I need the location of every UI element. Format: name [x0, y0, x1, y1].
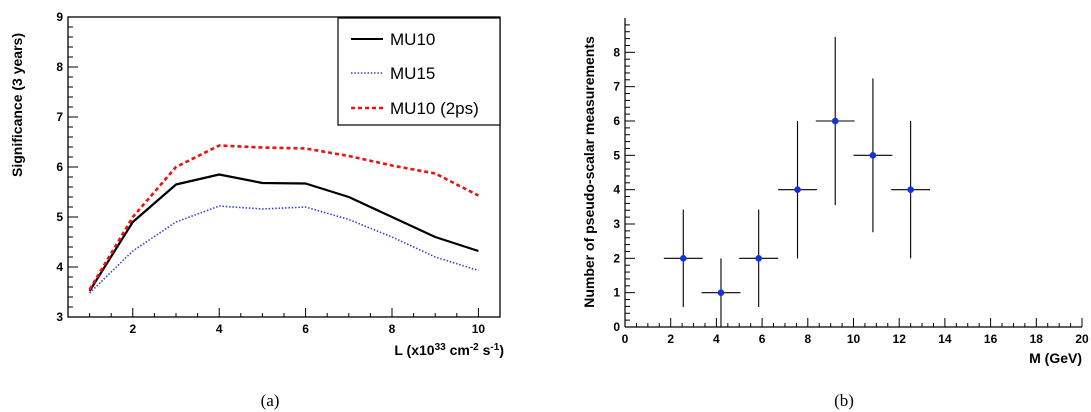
- chart-a-x-axis-title: L (x1033 cm-2 s-1): [394, 342, 504, 359]
- chart-b-x-tick-label: 10: [847, 332, 861, 346]
- data-point: [663, 209, 703, 308]
- chart-b-points-group: [663, 36, 931, 327]
- data-point: [853, 78, 893, 233]
- chart-a-x-tick-label: 6: [302, 322, 309, 336]
- chart-b-y-tick-label: 7: [613, 80, 620, 94]
- chart-b-x-tick-label: 14: [938, 332, 952, 346]
- point-marker: [794, 186, 801, 193]
- chart-a-x-tick-label: 8: [389, 322, 396, 336]
- data-point: [739, 209, 779, 308]
- chart-a-x-tick-label: 4: [216, 322, 223, 336]
- chart-b-y-tick-label: 4: [613, 183, 620, 197]
- point-marker: [869, 152, 877, 159]
- chart-a-y-tick-label: 9: [56, 10, 63, 24]
- legend-label-mu15: MU15: [390, 64, 435, 83]
- point-marker: [907, 186, 914, 193]
- legend-label-mu10-2ps: MU10 (2ps): [390, 99, 479, 118]
- point-marker: [679, 255, 687, 262]
- chart-b-x-tick-label: 16: [984, 332, 998, 346]
- legend-label-mu10: MU10: [390, 30, 435, 49]
- chart-a-y-axis-title: Significance (3 years): [9, 33, 25, 177]
- chart-b-caption: (b): [834, 391, 854, 410]
- chart-a-legend: MU10 MU15 MU10 (2ps): [337, 17, 501, 126]
- data-point: [815, 36, 855, 206]
- chart-b-y-tick-label: 5: [613, 148, 620, 162]
- chart-b-x-axis-title: M (GeV): [1029, 350, 1082, 366]
- chart-b-x-tick-label: 0: [622, 332, 629, 346]
- chart-b-y-tick-label: 3: [613, 217, 620, 231]
- series-line-mu15: [89, 205, 479, 294]
- chart-b-x-tick-label: 18: [1030, 332, 1044, 346]
- chart-a-x-tick-label: 10: [472, 322, 486, 336]
- chart-b-y-axis-title: Number of pseudo-scalar measurements: [581, 36, 597, 308]
- chart-a-series-group: [88, 144, 479, 294]
- point-marker: [831, 117, 839, 125]
- chart-b-y-tick-label: 0: [613, 320, 620, 334]
- chart-a-y-tick-label: 5: [56, 210, 63, 224]
- chart-b-x-tick-label: 8: [804, 332, 811, 346]
- point-marker: [717, 289, 725, 296]
- series-line-mu10-2ps: [88, 144, 479, 291]
- chart-b-y-tick-label: 1: [613, 286, 620, 300]
- chart-b-x-tick-label: 4: [713, 332, 720, 346]
- chart-b-x-tick-label: 12: [893, 332, 907, 346]
- chart-b-x-tick-label: 6: [759, 332, 766, 346]
- data-point: [701, 258, 741, 327]
- chart-a-y-tick-label: 4: [56, 260, 63, 274]
- data-point: [891, 121, 931, 259]
- chart-a-x-tick-label: 2: [129, 322, 136, 336]
- chart-a-y-tick-label: 7: [56, 110, 63, 124]
- point-marker: [755, 255, 762, 262]
- chart-b-x-tick-label: 20: [1075, 332, 1089, 346]
- chart-b-y-tick-label: 8: [613, 45, 620, 59]
- chart-a: 2 4 6 8 10 3 4 5 6 7 8 9 Significance (3 years) L (…: [9, 10, 504, 410]
- chart-a-y-tick-label: 8: [56, 60, 63, 74]
- chart-a-ticks: 2 4 6 8 10 3 4 5 6 7 8 9: [56, 10, 485, 336]
- chart-b-y-tick-label: 6: [613, 114, 620, 128]
- data-point: [778, 121, 817, 259]
- chart-a-y-tick-label: 3: [56, 310, 63, 324]
- chart-b-y-tick-label: 2: [613, 251, 620, 265]
- series-line-mu10: [88, 173, 479, 292]
- chart-a-y-tick-label: 6: [56, 160, 63, 174]
- chart-b-x-tick-label: 2: [667, 332, 674, 346]
- chart-a-caption: (a): [261, 391, 280, 410]
